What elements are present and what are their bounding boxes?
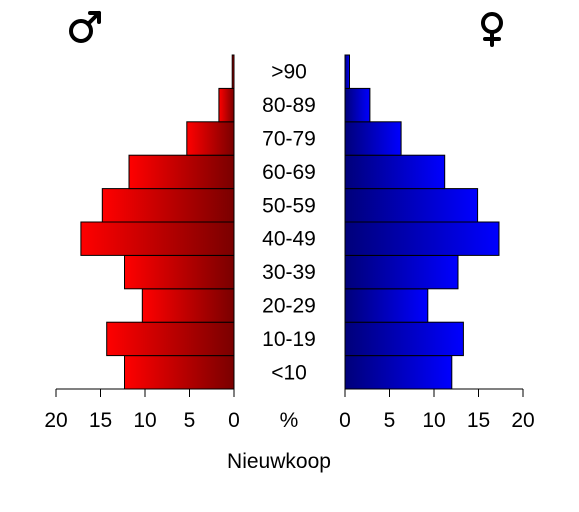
age-group-label: >90 <box>271 61 307 84</box>
female-bars <box>344 54 500 390</box>
male-bar <box>186 121 235 156</box>
male-symbol-icon <box>69 11 101 43</box>
age-group-label: 60-69 <box>262 161 316 184</box>
center-axis-label: % <box>280 409 299 432</box>
male-bar <box>231 54 235 89</box>
male-bar <box>124 254 235 290</box>
age-group-label: 50-59 <box>262 194 316 217</box>
female-bar <box>344 121 402 156</box>
female-symbol-icon <box>481 12 503 47</box>
age-group-label: 20-29 <box>262 295 316 318</box>
female-bar <box>344 355 453 390</box>
female-x-tick-label: 15 <box>467 409 490 432</box>
male-x-tick-label: 10 <box>133 409 156 432</box>
female-bar <box>344 154 446 190</box>
male-x-tick-label: 0 <box>228 409 240 432</box>
male-x-tick-label: 5 <box>184 409 196 432</box>
male-bar <box>106 321 235 357</box>
female-bar <box>344 54 350 89</box>
female-x-tick-label: 0 <box>339 409 351 432</box>
age-group-label: 80-89 <box>262 94 316 117</box>
female-bar <box>344 321 464 357</box>
male-bar <box>101 188 235 223</box>
age-group-label: 30-39 <box>262 261 316 284</box>
male-bar <box>128 154 235 190</box>
female-bar <box>344 254 459 290</box>
age-group-labels: <10 10-19 20-29 30-39 40-49 50-59 60-69 70-79 80… <box>262 61 316 385</box>
female-x-tick-label: 5 <box>384 409 396 432</box>
female-bar <box>344 87 371 123</box>
chart-title: Nieuwkoop <box>227 450 331 473</box>
male-bar <box>124 355 235 390</box>
female-bar <box>344 288 429 323</box>
female-x-tick-label: 10 <box>422 409 445 432</box>
male-bar <box>141 288 235 323</box>
male-bar <box>218 87 235 123</box>
male-bars <box>80 54 235 390</box>
age-group-label: 70-79 <box>262 128 316 151</box>
male-x-tick-label: 15 <box>89 409 112 432</box>
female-x-tick-label: 20 <box>511 409 534 432</box>
age-group-label: 40-49 <box>262 228 316 251</box>
x-axes: 0 0 5 5 10 10 15 15 20 20 <box>44 388 535 432</box>
age-group-label: 10-19 <box>262 328 316 351</box>
female-bar <box>344 188 479 223</box>
age-group-label: <10 <box>271 361 307 384</box>
male-bar <box>80 221 235 256</box>
male-x-tick-label: 20 <box>44 409 67 432</box>
female-bar <box>344 221 500 256</box>
